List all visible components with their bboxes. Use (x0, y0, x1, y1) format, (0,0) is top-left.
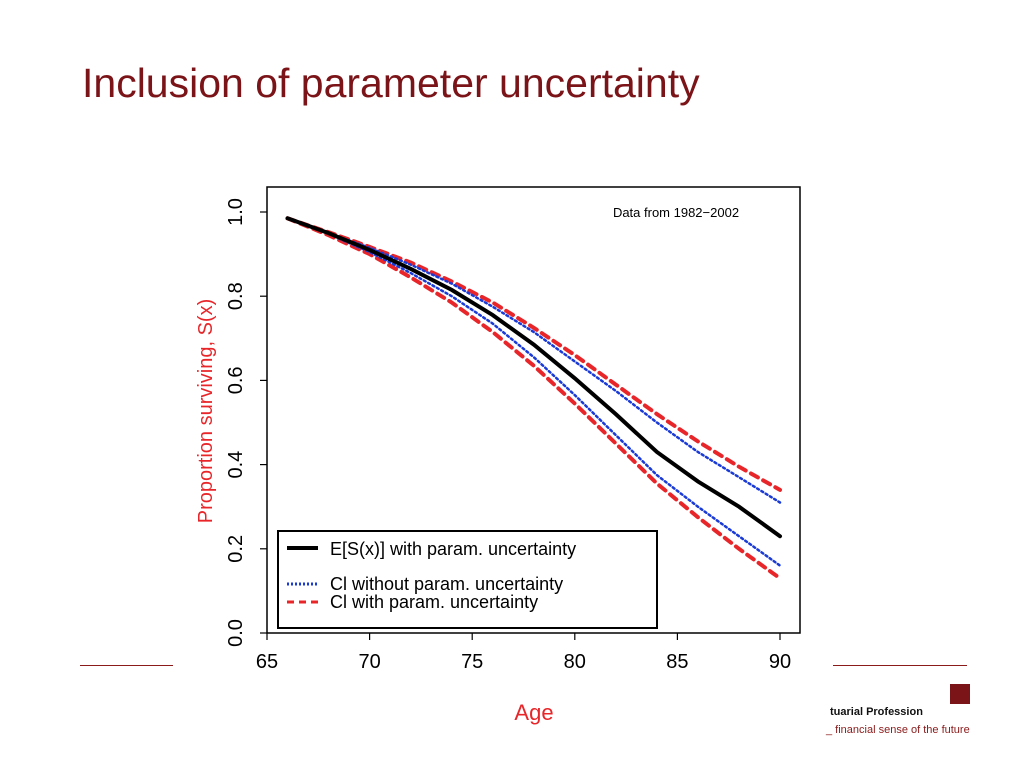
x-tick-label: 85 (666, 651, 688, 673)
data-period-annotation: Data from 1982−2002 (613, 205, 739, 220)
logo-org-name: tuarial Profession (830, 706, 923, 718)
ci-with-lower-line (285, 216, 782, 581)
y-tick-label: 0.4 (225, 451, 247, 479)
y-tick-label: 0.0 (225, 619, 247, 647)
footer-divider-left (80, 665, 173, 666)
footer-divider-right (833, 665, 967, 666)
x-axis-label: Age (514, 700, 553, 725)
profession-logo: tuarial Profession _ financial sense of … (826, 684, 996, 744)
x-tick-label: 90 (769, 651, 791, 673)
chart-legend: E[S(x)] with param. uncertainty Cl witho… (277, 530, 658, 629)
y-axis-label: Proportion surviving, S(x) (195, 299, 217, 524)
ci-without-lower-line (286, 217, 782, 567)
y-tick-label: 0.6 (225, 366, 247, 394)
x-tick-label: 70 (358, 651, 380, 673)
ci-with-upper-line (285, 216, 782, 492)
logo-tagline: _ financial sense of the future (826, 724, 970, 736)
y-tick-label: 0.8 (225, 282, 247, 310)
slide-title: Inclusion of parameter uncertainty (82, 60, 700, 106)
y-tick-label: 0.2 (225, 535, 247, 563)
ci-without-upper-line (286, 217, 782, 504)
x-tick-label: 80 (564, 651, 586, 673)
legend-label-mean: E[S(x)] with param. uncertainty (330, 539, 576, 559)
legend-box (277, 530, 658, 629)
legend-label-ci-with: Cl with param. uncertainty (330, 592, 538, 612)
plot-frame (266, 186, 801, 634)
x-tick-label: 75 (461, 651, 483, 673)
y-tick-label: 1.0 (225, 198, 247, 226)
logo-square-icon (950, 684, 970, 704)
x-tick-label: 65 (256, 651, 278, 673)
legend-label-ci-without: Cl without param. uncertainty (330, 574, 563, 594)
mean-survival-line (285, 216, 782, 539)
